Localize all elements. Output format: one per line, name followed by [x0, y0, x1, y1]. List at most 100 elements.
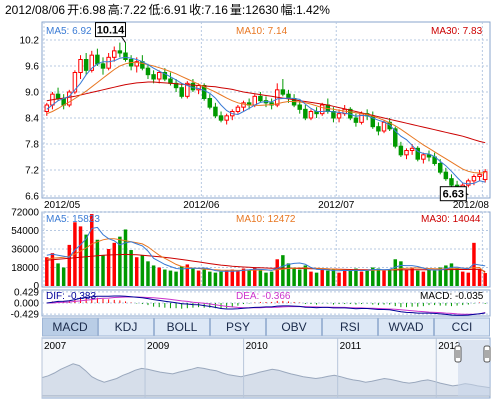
price-ma-lines	[46, 56, 486, 185]
annotation-low-box	[439, 186, 467, 202]
tab-cci[interactable]	[434, 317, 490, 337]
tab-obv[interactable]	[266, 317, 322, 337]
tab-obv-label[interactable]: OBV	[281, 320, 306, 334]
tab-macd[interactable]	[42, 317, 98, 337]
tab-wvad[interactable]	[378, 317, 434, 337]
volume-bar	[410, 267, 414, 286]
volume-bar	[84, 234, 88, 286]
candle-body	[218, 115, 224, 121]
price-y-tick-label: 10.2	[20, 36, 40, 47]
volume-bar	[286, 263, 291, 286]
volume-bar	[174, 271, 178, 286]
tab-kdj-label[interactable]: KDJ	[115, 320, 138, 334]
tab-macd-label[interactable]: MACD	[52, 320, 88, 334]
volume-bar	[449, 263, 454, 286]
header-change: 1.42%	[296, 3, 330, 17]
volume-panel: 72000 54000 36000 18000 0 MA5: 15823 MA10: 1…	[11, 208, 491, 292]
overview-area	[41, 363, 491, 397]
volume-bar	[359, 271, 364, 286]
candle-body	[134, 61, 139, 67]
volume-bar	[455, 268, 459, 286]
macd-y-tick-label: 0.000	[14, 299, 39, 310]
overview-year-label: 2010	[246, 341, 269, 352]
volume-bar	[168, 270, 173, 286]
overview-panel: 2007 2009 2010 2011 2012	[41, 337, 491, 399]
volume-legend-ma10: MA10: 12472	[236, 214, 296, 225]
candle-body	[72, 72, 78, 93]
candle-body	[437, 163, 443, 173]
volume-bar	[320, 268, 324, 286]
volume-bar	[219, 271, 223, 286]
price-x-tick-label: 2012/07	[318, 200, 355, 211]
volume-bar	[101, 255, 105, 286]
price-x-tick-label: 2012/08	[453, 200, 490, 211]
volume-bar	[483, 273, 487, 286]
candle-body	[303, 108, 308, 119]
price-ma30-line	[46, 81, 486, 144]
macd-legend-dif: DIF: -0.383	[46, 291, 96, 302]
volume-y-tick-label: 36000	[11, 245, 39, 256]
tab-wvad-label[interactable]: WVAD	[388, 320, 423, 334]
candle-body	[207, 98, 213, 108]
tab-boll[interactable]	[154, 317, 210, 337]
price-y-tick-label: 7.8	[25, 140, 39, 151]
volume-bar	[460, 271, 465, 286]
volume-bar	[354, 268, 358, 286]
volume-bar	[466, 272, 471, 286]
annotation-low-label: 6.63	[443, 189, 464, 201]
header-close: 7.16	[205, 3, 229, 17]
header-volume: 12630	[245, 3, 279, 17]
candle-body	[145, 67, 151, 76]
price-panel-frame	[41, 21, 491, 199]
price-ma5-line	[46, 56, 486, 185]
candle-body	[376, 126, 381, 132]
volume-bar	[264, 272, 268, 286]
volume-bar	[275, 259, 279, 286]
volume-y-tick-label: 72000	[11, 208, 39, 219]
candle-body	[179, 87, 184, 97]
header-date: 2012/08/06	[5, 3, 65, 17]
volume-bar	[56, 263, 60, 286]
price-legend-ma30: MA30: 7.83	[431, 26, 483, 37]
price-grid	[42, 22, 490, 198]
volume-bar	[309, 271, 313, 286]
macd-y-tick-label: 0.429	[14, 287, 39, 298]
macd-legend-dea: DEA: -0.366	[236, 291, 291, 302]
candle-body	[297, 104, 302, 110]
candle-body	[235, 106, 241, 112]
price-legend-ma10: MA10: 7.14	[236, 26, 288, 37]
overview-year-label: 2012	[438, 341, 461, 352]
volume-bar	[337, 272, 341, 286]
candle-body	[353, 117, 359, 123]
volume-bar	[196, 270, 201, 286]
volume-bar	[123, 229, 128, 286]
volume-bar	[129, 250, 133, 286]
volume-bar	[303, 265, 308, 286]
volume-bar	[427, 269, 431, 286]
candle-body	[213, 106, 218, 117]
tab-psy-label[interactable]: PSY	[226, 320, 250, 334]
volume-bar	[61, 267, 66, 286]
price-x-tick-label: 2012/05	[44, 200, 81, 211]
header-high: 7.22	[123, 3, 147, 17]
overview-left-handle[interactable]	[454, 345, 462, 363]
tab-rsi-label[interactable]: RSI	[340, 320, 360, 334]
volume-bar	[314, 272, 319, 286]
tab-cci-label[interactable]: CCI	[452, 320, 473, 334]
macd-lines	[46, 295, 486, 316]
price-y-tick-label: 7.2	[25, 166, 39, 177]
volume-bar	[106, 249, 111, 286]
tab-rsi[interactable]	[322, 317, 378, 337]
volume-bar	[140, 255, 145, 286]
tab-psy[interactable]	[210, 317, 266, 337]
candle-body	[415, 147, 420, 160]
overview-right-handle[interactable]	[483, 345, 491, 363]
tab-kdj[interactable]	[98, 317, 154, 337]
volume-bar	[438, 267, 442, 286]
tab-boll-label[interactable]: BOLL	[167, 320, 198, 334]
candle-body	[449, 178, 454, 186]
candle-body	[398, 145, 404, 156]
candle-body	[95, 54, 100, 65]
candle-body	[477, 173, 482, 177]
